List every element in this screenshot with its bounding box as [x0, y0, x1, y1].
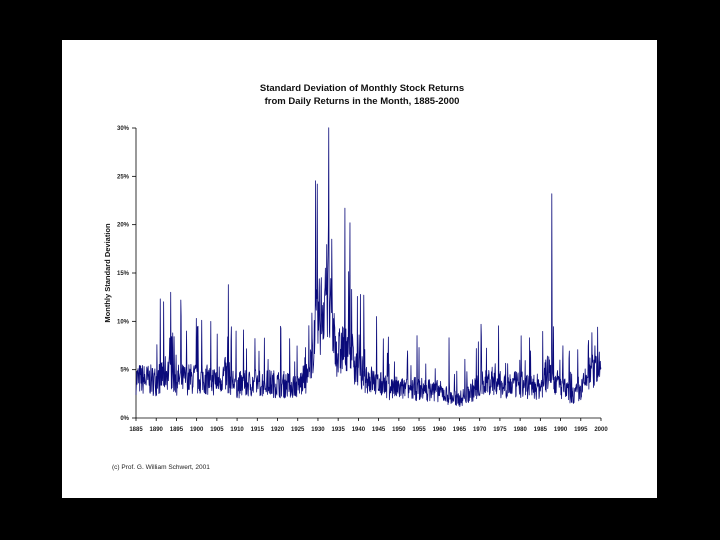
x-tick-label: 1935 [331, 427, 345, 433]
chart-subtitle: from Daily Returns in the Month, 1885-20… [265, 96, 460, 107]
x-tick-label: 1895 [170, 427, 184, 433]
x-tick-label: 1945 [372, 427, 386, 433]
y-tick-label: 30% [117, 126, 130, 132]
x-tick-label: 1955 [412, 427, 426, 433]
y-tick-label: 5% [120, 368, 129, 374]
x-tick-label: 1915 [251, 427, 265, 433]
x-tick-label: 2000 [594, 427, 608, 433]
series-line [136, 128, 601, 407]
y-axis-title: Monthly Standard Deviation [103, 223, 112, 323]
x-axis: 1885 1890 1895 1900 1905 1910 1915 1920 1925 1930… [129, 418, 608, 433]
x-tick-label: 1920 [271, 427, 285, 433]
x-tick-label: 1975 [493, 427, 507, 433]
x-tick-label: 1980 [513, 427, 527, 433]
x-tick-label: 1940 [352, 427, 366, 433]
x-tick-label: 1960 [433, 427, 447, 433]
chart-slide: Standard Deviation of Monthly Stock Retu… [62, 40, 657, 498]
x-tick-label: 1950 [392, 427, 406, 433]
x-tick-label: 1965 [453, 427, 467, 433]
y-axis: 0% 5% 10% 15% 20% 25% 30% [117, 126, 136, 422]
x-tick-label: 1990 [554, 427, 568, 433]
y-tick-label: 20% [117, 223, 130, 229]
x-tick-label: 1885 [129, 427, 143, 433]
x-tick-label: 1910 [230, 427, 244, 433]
x-tick-label: 1925 [291, 427, 305, 433]
y-tick-label: 15% [117, 271, 130, 277]
y-tick-label: 25% [117, 174, 130, 180]
volatility-line-chart: Standard Deviation of Monthly Stock Retu… [62, 40, 657, 498]
x-tick-label: 1985 [534, 427, 548, 433]
y-tick-label: 0% [120, 416, 129, 422]
x-tick-label: 1995 [574, 427, 588, 433]
y-tick-label: 10% [117, 319, 130, 325]
x-tick-label: 1930 [311, 427, 325, 433]
chart-title: Standard Deviation of Monthly Stock Retu… [260, 83, 464, 94]
x-tick-label: 1905 [210, 427, 224, 433]
copyright-note: (c) Prof. G. William Schwert, 2001 [112, 464, 210, 471]
x-tick-label: 1900 [190, 427, 204, 433]
x-tick-label: 1890 [150, 427, 164, 433]
x-tick-label: 1970 [473, 427, 487, 433]
